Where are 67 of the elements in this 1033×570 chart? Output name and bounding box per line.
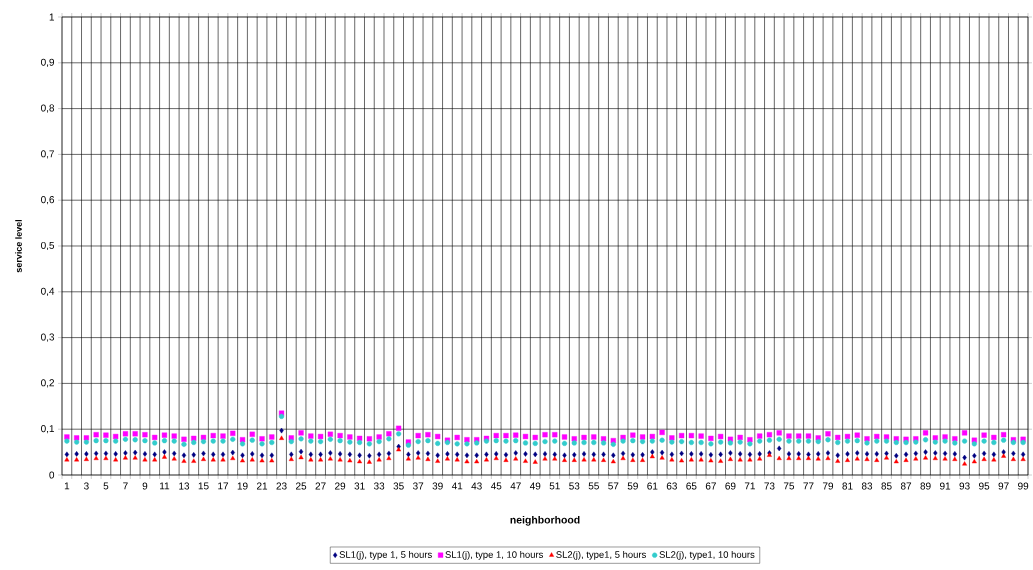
x-tick-label: 67 bbox=[705, 482, 716, 490]
legend-label: SL1(j), type 1, 5 hours bbox=[339, 550, 432, 560]
x-tick-label: 79 bbox=[822, 482, 834, 490]
x-tick-label: 15 bbox=[198, 482, 209, 490]
x-tick-label: 23 bbox=[276, 482, 287, 490]
x-tick-label: 11 bbox=[160, 482, 170, 490]
x-tick-label: 77 bbox=[803, 482, 814, 490]
y-axis-title: service level bbox=[15, 219, 22, 273]
x-tick-label: 61 bbox=[647, 482, 658, 490]
x-tick-label: 19 bbox=[237, 482, 248, 490]
x-tick-label: 69 bbox=[725, 482, 736, 490]
x-tick-label: 59 bbox=[627, 482, 638, 490]
x-tick-label: 55 bbox=[588, 482, 599, 490]
x-tick-label: 35 bbox=[393, 482, 404, 490]
x-tick-label: 1 bbox=[64, 482, 70, 490]
y-tick-label: 0,2 bbox=[41, 379, 54, 388]
legend-label: SL2(j), type1, 10 hours bbox=[659, 550, 755, 560]
x-tick-label: 7 bbox=[123, 482, 128, 490]
x-tick-label: 43 bbox=[471, 482, 482, 490]
x-tick-label: 47 bbox=[510, 482, 521, 490]
x-tick-label: 9 bbox=[142, 482, 148, 490]
x-tick-label: 91 bbox=[940, 482, 951, 490]
x-tick-label: 97 bbox=[998, 482, 1009, 490]
x-tick-label: 27 bbox=[315, 482, 326, 490]
x-tick-label: 89 bbox=[920, 482, 931, 490]
x-tick-label: 95 bbox=[979, 482, 990, 490]
x-tick-label: 3 bbox=[84, 482, 89, 490]
x-tick-label: 49 bbox=[529, 482, 541, 490]
y-tick-label: 0,9 bbox=[41, 58, 55, 67]
x-tick-label: 87 bbox=[900, 482, 912, 490]
x-tick-label: 99 bbox=[1018, 482, 1029, 490]
x-tick-label: 39 bbox=[432, 482, 443, 490]
x-tick-label: 51 bbox=[549, 482, 560, 490]
x-tick-label: 83 bbox=[861, 482, 873, 490]
x-tick-label: 45 bbox=[490, 482, 502, 490]
y-tick-label: 0,6 bbox=[41, 196, 55, 205]
x-tick-label: 29 bbox=[335, 482, 346, 490]
x-tick-label: 53 bbox=[569, 482, 580, 490]
y-tick-label: 0,1 bbox=[41, 425, 55, 434]
x-tick-label: 31 bbox=[354, 482, 365, 490]
y-tick-label: 0,7 bbox=[41, 150, 54, 159]
y-tick-label: 0 bbox=[49, 471, 55, 479]
y-tick-label: 0,3 bbox=[41, 333, 55, 342]
x-tick-label: 25 bbox=[296, 482, 307, 490]
x-tick-label: 71 bbox=[744, 482, 755, 490]
x-tick-label: 13 bbox=[179, 482, 190, 490]
x-tick-label: 37 bbox=[412, 482, 424, 490]
y-tick-label: 0,4 bbox=[41, 287, 55, 296]
x-tick-label: 41 bbox=[451, 482, 463, 490]
y-tick-label: 1 bbox=[49, 13, 55, 21]
x-tick-label: 57 bbox=[608, 482, 619, 490]
x-tick-label: 75 bbox=[783, 482, 795, 490]
x-tick-label: 81 bbox=[842, 482, 853, 490]
legend-label: SL1(j), type 1, 10 hours bbox=[445, 550, 543, 560]
x-tick-label: 63 bbox=[666, 482, 677, 490]
x-tick-label: 93 bbox=[959, 482, 970, 490]
x-axis-title: neighborhood bbox=[510, 515, 580, 526]
legend-label: SL2(j), type1, 5 hours bbox=[556, 550, 646, 560]
y-tick-label: 0,8 bbox=[41, 104, 55, 113]
x-tick-label: 33 bbox=[373, 482, 385, 490]
y-tick-label: 0,5 bbox=[41, 241, 55, 251]
x-tick-label: 21 bbox=[256, 482, 268, 490]
x-tick-label: 5 bbox=[103, 482, 109, 490]
x-tick-label: 65 bbox=[686, 482, 697, 490]
x-tick-label: 85 bbox=[881, 482, 892, 490]
x-tick-label: 17 bbox=[218, 482, 229, 490]
x-tick-label: 73 bbox=[764, 482, 775, 490]
